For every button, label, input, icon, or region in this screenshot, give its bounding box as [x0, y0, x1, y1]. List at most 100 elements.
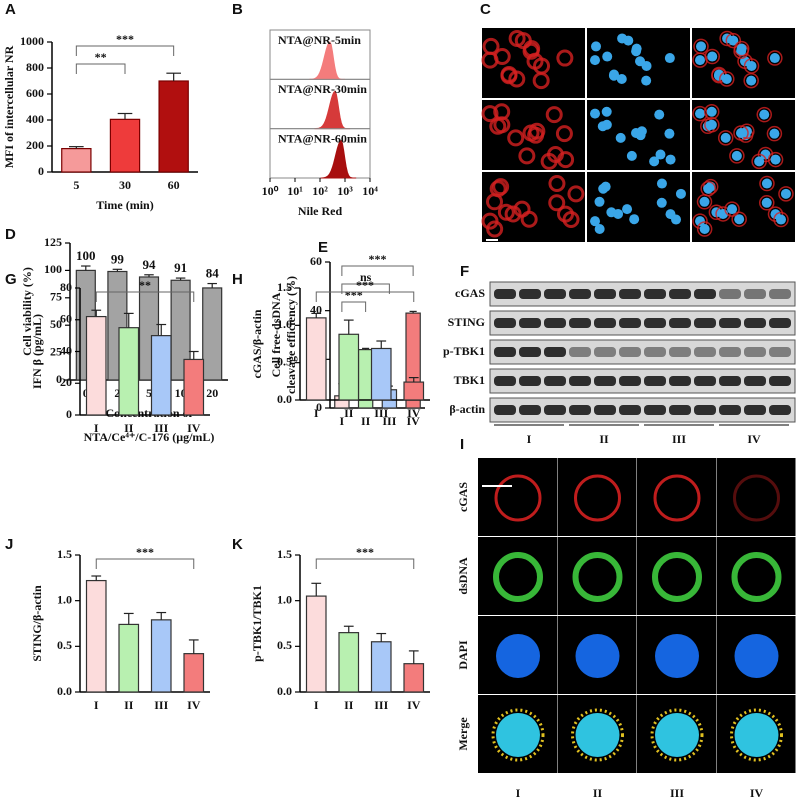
cell-ring: [494, 474, 542, 522]
row-label: cGAS: [456, 482, 470, 512]
significance-bracket: [341, 265, 414, 276]
nucleus: [770, 154, 781, 165]
bar: [357, 349, 374, 409]
cell-ring: [731, 552, 782, 602]
y-tick-label: 80: [60, 280, 72, 294]
nucleus: [721, 73, 732, 84]
blot-band: [644, 289, 666, 299]
bar: [403, 381, 425, 401]
bar: [370, 641, 392, 693]
nucleus: [695, 108, 706, 119]
panel-label: G: [5, 271, 17, 288]
data-label: 100: [76, 248, 96, 263]
x-tick-label: IV: [406, 414, 420, 428]
blot-band: [644, 318, 666, 328]
cell-stain: [767, 206, 784, 222]
nucleus: [631, 43, 642, 54]
blot-band: [769, 318, 791, 328]
y-tick-label: 1.5: [57, 547, 72, 561]
blot-band: [694, 405, 716, 415]
series-label: NTA@NR-5min: [278, 33, 361, 47]
x-tick-label: IV: [407, 406, 421, 420]
bar: [305, 595, 327, 693]
nucleus: [664, 128, 675, 139]
series-label: NTA@NR-60min: [278, 131, 367, 145]
x-tick-label: 60: [168, 178, 180, 192]
data-label: 84: [206, 266, 220, 281]
blot-band: [694, 376, 716, 386]
x-tick-label: II: [124, 421, 134, 435]
histogram: [314, 90, 351, 130]
cell-stain: [703, 104, 720, 120]
cell-ring: [572, 552, 623, 602]
y-axis-label: p-TBK1/TBK1: [250, 585, 264, 662]
x-tick-label: 10²: [312, 184, 328, 198]
nucleus: [601, 119, 612, 130]
cell-stain: [540, 152, 558, 170]
significance-label: ***: [136, 545, 154, 559]
x-tick-label: 10⁰: [262, 184, 279, 198]
significance-bracket: [75, 45, 175, 56]
nucleus: [769, 53, 780, 64]
cell-stain: [523, 40, 541, 58]
nucleus: [720, 132, 731, 143]
cell-stain: [756, 106, 772, 123]
bar: [109, 118, 141, 173]
y-axis-label: Cell viability (%): [20, 267, 34, 356]
cell-stain: [778, 186, 794, 202]
nucleus: [655, 149, 666, 160]
y-tick-label: 0: [66, 407, 72, 421]
y-tick-label: 1000: [20, 34, 44, 48]
x-tick-label: 20: [206, 386, 218, 400]
y-tick-label: 600: [26, 86, 44, 100]
bar: [403, 663, 425, 693]
blot-band: [569, 376, 591, 386]
y-axis-label: Cell free-dsDNA: [269, 292, 283, 377]
significance-bracket: [75, 63, 126, 74]
significance-bracket: [341, 301, 367, 312]
nucleus: [608, 70, 619, 81]
cell-ring: [493, 552, 543, 602]
significance-label: ***: [116, 32, 134, 46]
column-label: IV: [750, 786, 764, 800]
cell-stain: [508, 70, 526, 88]
cell-stain: [493, 103, 511, 121]
cell-stain: [696, 194, 713, 210]
blot-band: [594, 318, 616, 328]
nucleus: [575, 713, 620, 757]
blot-row-label: p-TBK1: [443, 344, 485, 358]
bar: [305, 317, 327, 401]
cell-ring: [653, 474, 701, 522]
x-axis-label: Nile Red: [298, 204, 343, 218]
nucleus: [754, 156, 765, 167]
x-tick-label: 2: [114, 386, 120, 400]
blot-band: [619, 376, 641, 386]
x-tick-label: II: [344, 698, 354, 712]
cell-stain: [729, 148, 745, 164]
x-tick-label: 10³: [337, 184, 353, 198]
cell-stain: [555, 125, 573, 143]
x-tick-label: III: [154, 698, 168, 712]
panel-label: A: [5, 1, 16, 18]
y-tick-label: 125: [44, 235, 62, 249]
cell-stain: [725, 32, 742, 49]
bar: [183, 653, 205, 693]
nucleus: [760, 149, 771, 160]
y-tick-label: 200: [26, 138, 44, 152]
x-tick-label: 5: [146, 386, 152, 400]
nucleus: [590, 108, 601, 119]
x-tick-label: 10¹: [287, 184, 303, 198]
bar: [202, 287, 223, 381]
nucleus: [641, 75, 652, 86]
blot-band: [594, 289, 616, 299]
significance-bracket: [95, 558, 195, 569]
cell-stain: [766, 125, 783, 142]
nucleus: [590, 55, 601, 66]
blot-band: [769, 289, 791, 299]
panel-label: C: [480, 1, 491, 18]
nucleus: [615, 132, 626, 143]
cell-stain: [567, 185, 585, 203]
y-tick-label: 0: [56, 372, 62, 386]
blot-band: [744, 289, 766, 299]
cell-stain: [715, 206, 731, 222]
